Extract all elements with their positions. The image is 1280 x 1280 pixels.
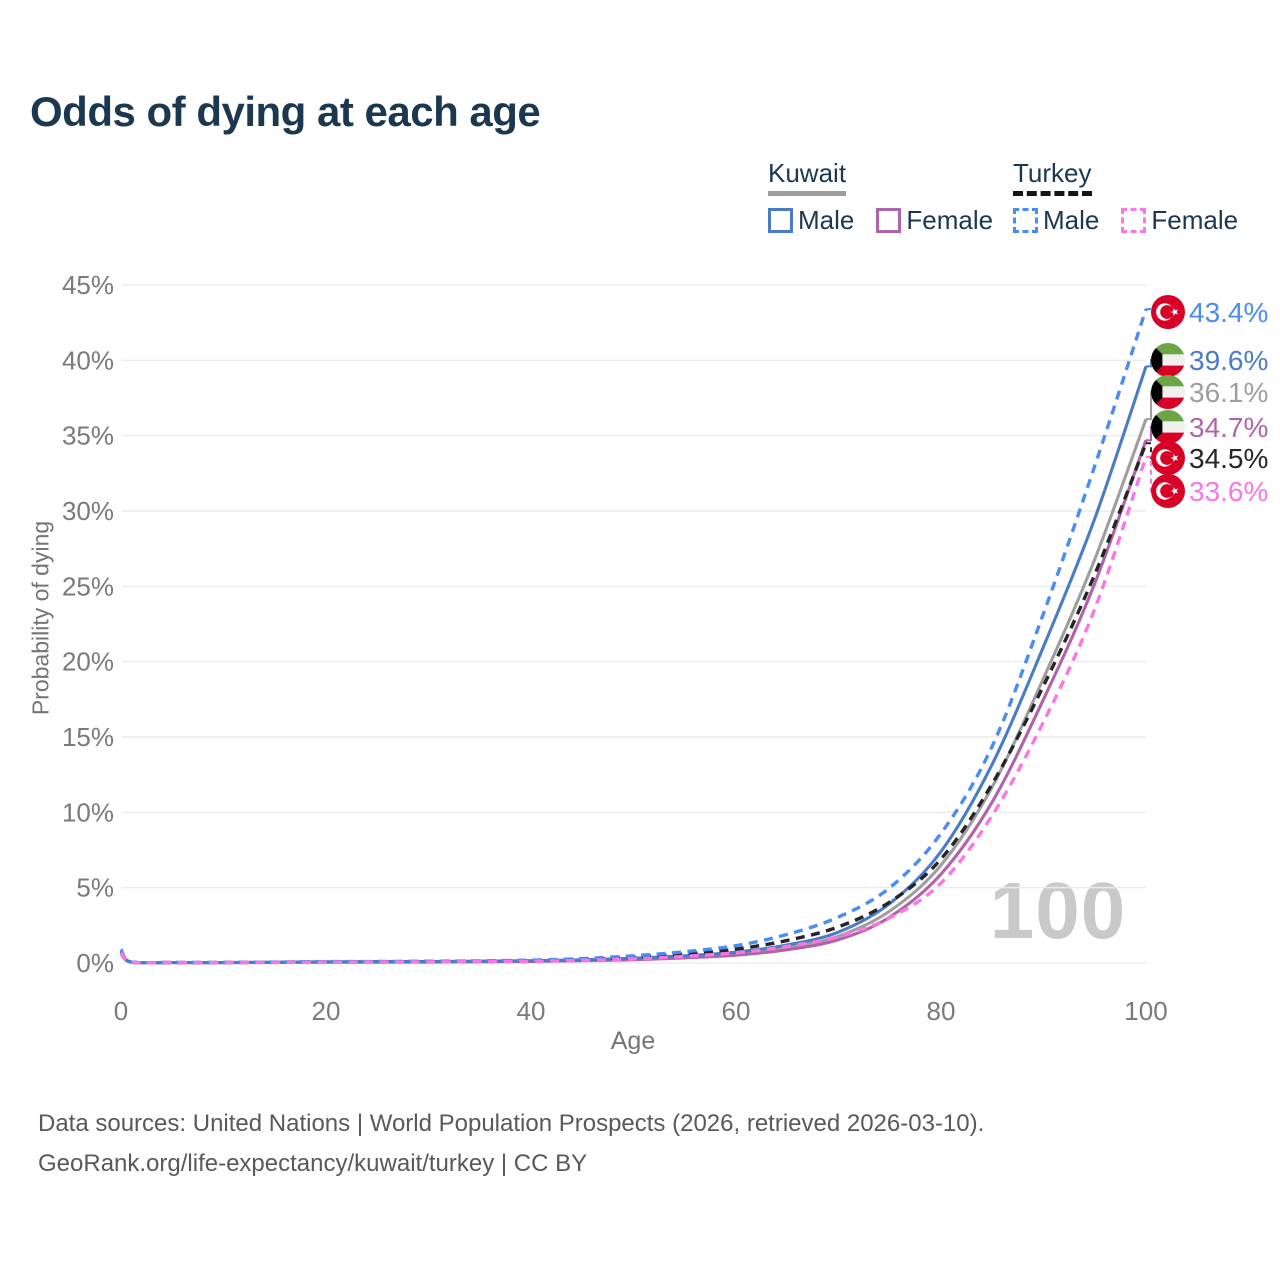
series-line-kuwait-both (119, 418, 1148, 965)
turkey-flag-icon (1151, 295, 1185, 329)
kuwait-female-swatch-icon (876, 208, 902, 233)
x-tick-label: 40 (517, 996, 546, 1026)
end-leader-turkey-female (1146, 455, 1157, 492)
x-tick-label: 20 (312, 996, 341, 1026)
legend-label-turkey-male: Male (1043, 205, 1100, 235)
x-axis-title: Age (610, 1027, 656, 1055)
kuwait-male-swatch-icon (768, 208, 793, 233)
turkey-flag-icon (1151, 474, 1185, 508)
x-tick-label: 100 (1124, 996, 1167, 1026)
y-tick-label: 25% (62, 571, 114, 601)
footer-attribution: GeoRank.org/life-expectancy/kuwait/turke… (38, 1150, 588, 1177)
end-label-turkey-male: 43.4% (1189, 297, 1268, 328)
series-line-kuwait-male (119, 365, 1148, 965)
kuwait-flag-icon (1151, 375, 1185, 409)
legend-group-kuwait: Kuwait Male Female (768, 158, 1015, 236)
y-tick-label: 15% (62, 722, 114, 752)
legend-country-turkey: Turkey (1013, 158, 1092, 196)
end-label-kuwait-male: 39.6% (1189, 345, 1268, 376)
kuwait-flag-icon (1151, 410, 1185, 444)
legend-item-turkey-male: Male (1013, 205, 1099, 236)
legend-label-kuwait-male: Male (798, 205, 855, 235)
y-tick-label: 5% (76, 873, 114, 903)
series-line-turkey-both (119, 442, 1148, 965)
legend-label-kuwait-female: Female (906, 205, 994, 235)
page-title: Odds of dying at each age (30, 88, 541, 135)
end-label-turkey-female: 33.6% (1189, 476, 1268, 507)
y-tick-label: 10% (62, 797, 114, 827)
footer: Data sources: United Nations | World Pop… (38, 1104, 984, 1184)
end-label-turkey-both: 34.5% (1189, 443, 1268, 474)
legend-country-kuwait: Kuwait (768, 158, 847, 196)
footer-data-sources: Data sources: United Nations | World Pop… (38, 1110, 985, 1137)
x-tick-label: 80 (927, 996, 956, 1026)
legend-item-turkey-female: Female (1121, 205, 1238, 236)
y-tick-label: 30% (62, 496, 114, 526)
kuwait-flag-icon (1151, 343, 1185, 377)
series-line-turkey-female (119, 456, 1148, 965)
x-tick-label: 60 (722, 996, 751, 1026)
series-line-turkey-male (119, 308, 1148, 965)
legend-group-turkey: Turkey Male Female (1013, 158, 1260, 236)
age-watermark: 100 (989, 866, 1127, 955)
series-line-kuwait-female (119, 439, 1148, 965)
turkey-female-swatch-icon (1121, 208, 1147, 233)
end-label-kuwait-female: 34.7% (1189, 412, 1268, 443)
x-tick-label: 0 (114, 996, 128, 1026)
legend-item-kuwait-female: Female (876, 205, 993, 236)
y-tick-label: 0% (76, 948, 114, 978)
turkey-flag-icon (1151, 441, 1185, 475)
y-tick-label: 45% (62, 270, 114, 300)
turkey-male-swatch-icon (1013, 208, 1038, 233)
y-tick-label: 20% (62, 647, 114, 677)
end-label-kuwait-both: 36.1% (1189, 377, 1268, 408)
y-tick-label: 35% (62, 421, 114, 451)
legend-label-turkey-female: Female (1151, 205, 1239, 235)
legend-item-kuwait-male: Male (768, 205, 854, 236)
y-tick-label: 40% (62, 345, 114, 375)
